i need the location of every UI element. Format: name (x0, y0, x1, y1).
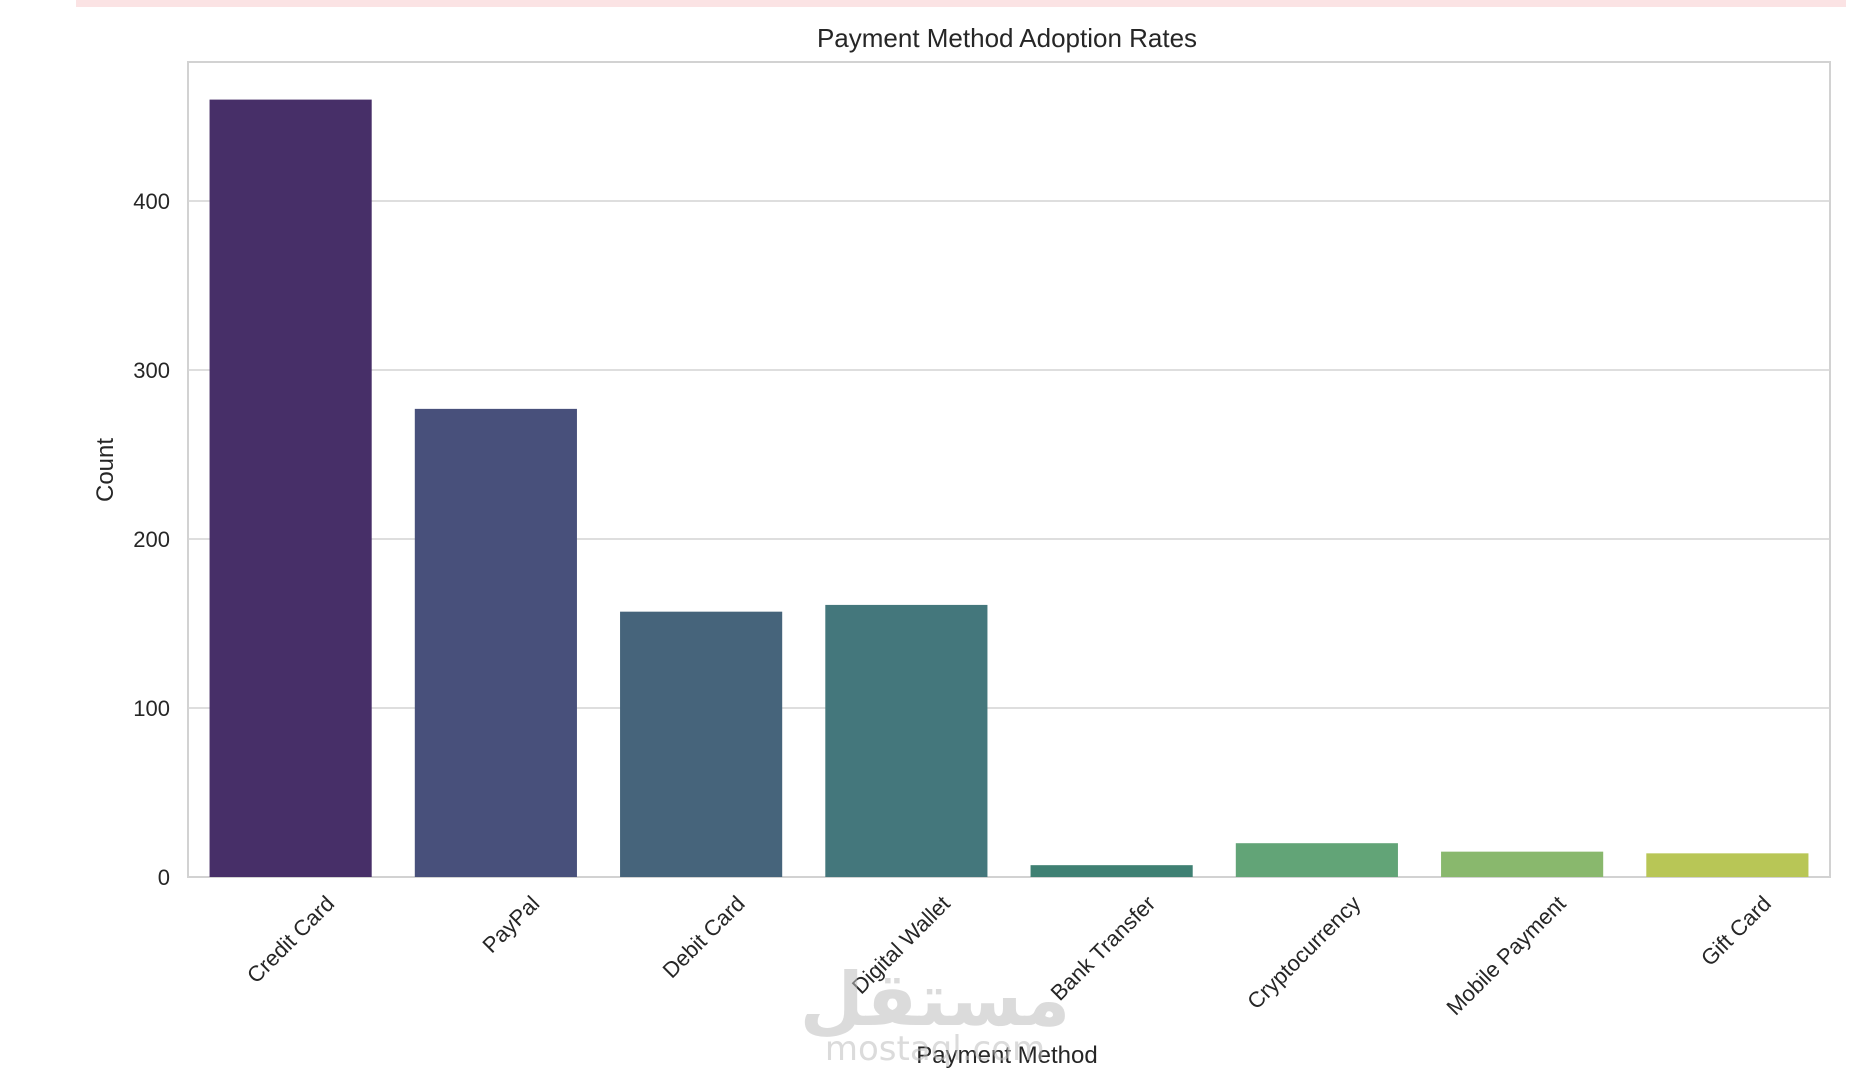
y-tick-label: 300 (133, 358, 170, 383)
y-tick-label: 100 (133, 696, 170, 721)
chart-title: Payment Method Adoption Rates (817, 23, 1197, 53)
bar-paypal (414, 408, 577, 877)
bar-credit-card (209, 99, 372, 878)
y-axis-label: Count (92, 438, 119, 502)
bar-mobile-payment (1441, 851, 1604, 877)
y-tick-label: 200 (133, 527, 170, 552)
bar-digital-wallet (825, 604, 988, 877)
watermark-arabic: مستقل (800, 957, 1071, 1043)
code-cell-strip (76, 0, 1846, 7)
x-tick-label: PayPal (477, 891, 544, 958)
x-tick-label: Gift Card (1696, 891, 1776, 971)
y-tick-label: 400 (133, 189, 170, 214)
y-tick-labels: 0 100 200 300 400 (133, 189, 170, 890)
y-tick-label: 0 (158, 865, 170, 890)
x-tick-label: Mobile Payment (1441, 891, 1570, 1020)
bar-debit-card (620, 611, 783, 877)
watermark: مستقل mostaql.com (800, 957, 1071, 1069)
x-tick-label: Debit Card (658, 891, 750, 983)
x-axis-label: Payment Method (916, 1042, 1097, 1069)
x-tick-label: Cryptocurrency (1242, 891, 1365, 1014)
bar-cryptocurrency (1235, 843, 1398, 877)
x-tick-label: Credit Card (242, 891, 339, 988)
bars (209, 99, 1809, 878)
bar-bank-transfer (1030, 865, 1193, 877)
bar-gift-card (1646, 853, 1809, 877)
watermark-latin: mostaql.com (825, 1029, 1045, 1069)
